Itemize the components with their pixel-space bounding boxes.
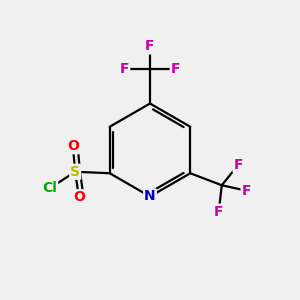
Text: S: S	[70, 165, 80, 179]
Text: F: F	[171, 62, 180, 76]
Text: F: F	[145, 40, 155, 53]
Text: F: F	[242, 184, 251, 198]
Text: O: O	[67, 139, 79, 153]
Text: N: N	[144, 190, 156, 203]
Text: O: O	[73, 190, 85, 204]
Text: F: F	[120, 62, 129, 76]
Text: F: F	[214, 205, 224, 219]
Text: Cl: Cl	[42, 181, 57, 195]
Text: F: F	[233, 158, 243, 172]
